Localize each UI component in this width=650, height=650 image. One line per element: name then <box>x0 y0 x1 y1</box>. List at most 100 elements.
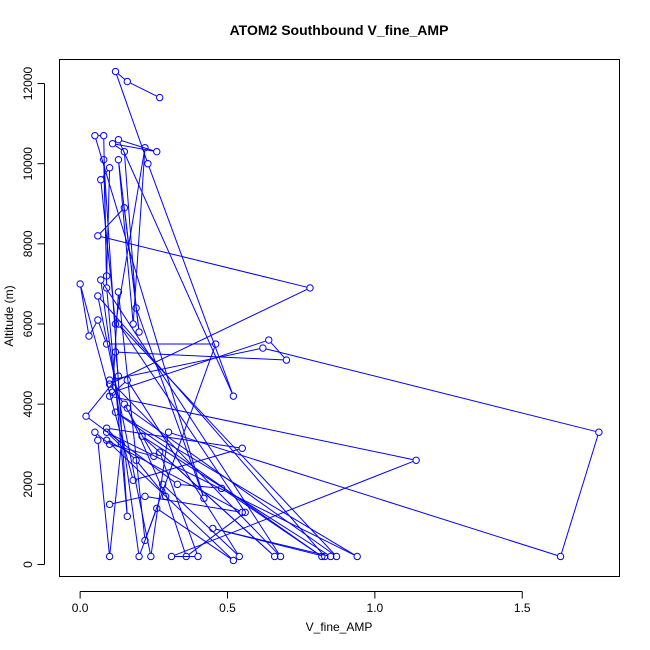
data-point <box>120 147 129 156</box>
series-segment <box>119 326 244 511</box>
data-point <box>200 494 208 503</box>
series-segment <box>120 326 335 555</box>
data-point <box>164 428 173 436</box>
data-point <box>156 93 164 102</box>
series-segment <box>148 166 233 394</box>
y-axis: 0 2000 4000 6000 8000 10000 12000 <box>21 67 45 568</box>
series-segment <box>88 417 176 483</box>
data-point <box>94 232 102 240</box>
series-segment <box>148 496 240 513</box>
series-segment <box>215 528 322 557</box>
data-point <box>332 552 341 561</box>
data-point <box>326 552 335 561</box>
series-segment <box>90 322 97 334</box>
series-segment <box>112 288 308 384</box>
x-tick-label: 0.5 <box>219 601 236 615</box>
data-point <box>135 552 143 561</box>
data-point <box>212 340 220 348</box>
data-point <box>194 552 202 561</box>
series-segment <box>129 82 158 97</box>
data-point <box>117 440 126 448</box>
data-point <box>76 280 84 288</box>
data-point <box>229 556 238 565</box>
data-point <box>238 444 246 452</box>
data-point <box>105 376 114 384</box>
data-point <box>105 380 114 388</box>
series-segment <box>115 355 119 373</box>
series-segment <box>106 291 128 514</box>
data-point <box>138 432 146 440</box>
x-tick-label: 0.0 <box>72 601 89 615</box>
series-segment <box>109 433 355 556</box>
chart-title: ATOM2 Southbound V_fine_AMP <box>230 22 449 38</box>
series-segment <box>103 162 108 273</box>
series-segment <box>100 283 140 554</box>
data-point <box>105 500 114 509</box>
series-segment <box>174 460 414 556</box>
data-point <box>147 552 155 561</box>
data-point <box>412 456 420 464</box>
data-point <box>129 320 137 328</box>
series-segment <box>124 154 137 305</box>
series-segment <box>109 441 240 512</box>
data-point <box>102 436 111 444</box>
series-segment <box>95 138 204 496</box>
series-segment <box>171 432 558 556</box>
data-point <box>141 492 149 501</box>
series-segment <box>80 287 89 333</box>
data-point <box>235 552 243 561</box>
data-point <box>94 436 102 444</box>
series-segment <box>106 170 111 273</box>
data-point <box>100 131 108 140</box>
series-segment <box>117 413 320 556</box>
data-point <box>276 552 285 561</box>
series-segment <box>87 378 117 415</box>
series-segment <box>137 462 164 495</box>
y-tick-label: 0 <box>21 561 35 568</box>
data-point <box>102 272 111 280</box>
data-series <box>76 67 603 565</box>
data-point <box>129 476 137 485</box>
series-segment <box>180 484 219 489</box>
data-point <box>85 332 93 340</box>
series-segment <box>159 509 232 560</box>
data-point <box>132 456 140 464</box>
series-segment <box>128 410 165 494</box>
y-tick-label: 10000 <box>21 147 35 181</box>
y-tick-label: 12000 <box>21 67 35 101</box>
data-point <box>270 552 279 561</box>
series-markers <box>76 67 603 565</box>
series-segment <box>109 447 122 554</box>
data-point <box>123 512 131 521</box>
data-point <box>241 508 249 517</box>
series-segment <box>265 348 596 432</box>
data-point <box>141 536 149 545</box>
series-segment <box>136 448 240 480</box>
series-segment <box>270 342 285 359</box>
data-point <box>111 320 120 328</box>
data-point <box>238 508 246 517</box>
series-segment <box>117 73 126 80</box>
data-point <box>114 135 123 144</box>
data-point <box>102 284 111 292</box>
data-point <box>114 288 123 296</box>
data-point <box>123 77 131 86</box>
data-point <box>556 552 565 561</box>
data-point <box>150 452 158 460</box>
series-segment <box>115 340 266 392</box>
data-point <box>114 155 123 164</box>
series-segment <box>118 162 134 321</box>
data-point <box>156 448 164 456</box>
data-point <box>102 424 111 432</box>
series-segment <box>100 236 308 288</box>
data-point <box>100 155 108 164</box>
data-point <box>318 552 326 561</box>
series-segment <box>114 145 122 151</box>
series-segment <box>150 435 169 554</box>
series-segment <box>117 413 355 556</box>
data-point <box>259 344 267 352</box>
series-segment <box>561 435 599 554</box>
data-point <box>114 320 123 328</box>
series-segment <box>97 443 110 554</box>
x-axis-title: V_fine_AMP <box>306 620 373 634</box>
